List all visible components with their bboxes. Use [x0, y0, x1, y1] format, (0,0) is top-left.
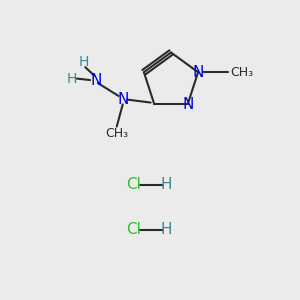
Text: CH₃: CH₃ [105, 127, 128, 140]
Text: N: N [117, 92, 128, 107]
Text: H: H [79, 55, 89, 69]
Text: CH₃: CH₃ [230, 66, 254, 79]
Text: H: H [161, 177, 172, 192]
Text: N: N [192, 65, 204, 80]
Text: N: N [90, 73, 101, 88]
Text: H: H [67, 72, 77, 86]
Text: N: N [182, 97, 194, 112]
Text: Cl: Cl [126, 177, 141, 192]
Text: H: H [161, 222, 172, 237]
Text: Cl: Cl [126, 222, 141, 237]
